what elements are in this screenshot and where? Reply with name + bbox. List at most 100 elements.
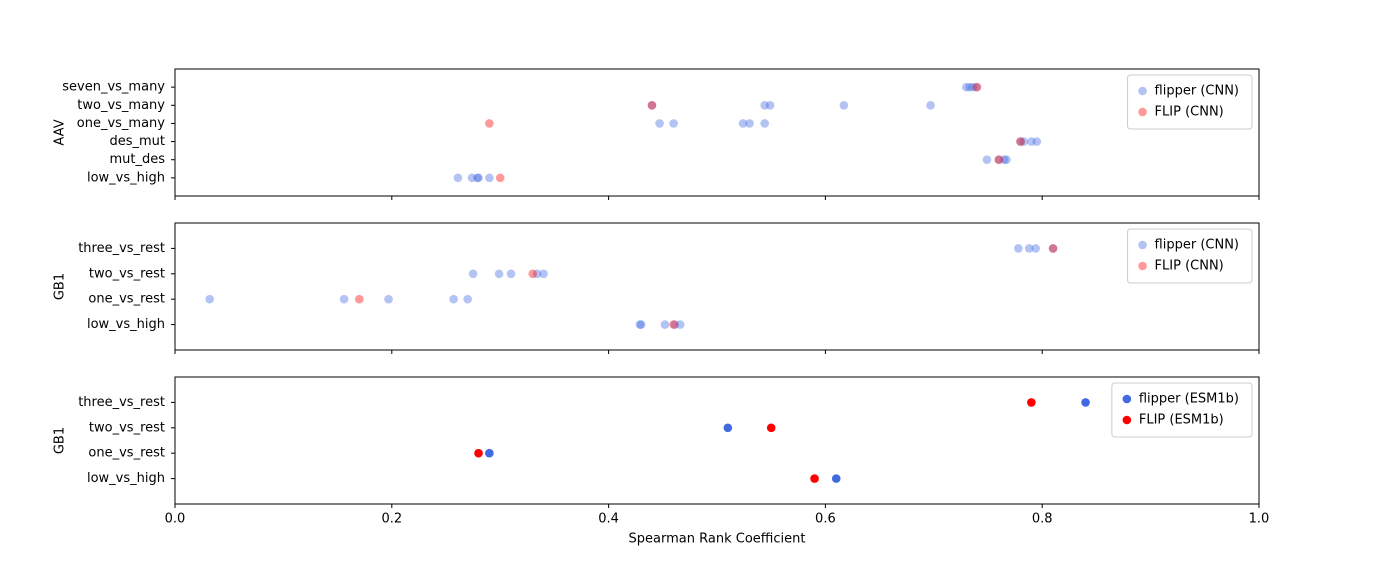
- point: [495, 173, 505, 183]
- x-tick-label: 0.4: [598, 512, 619, 527]
- point: [971, 82, 981, 92]
- point: [453, 173, 463, 183]
- point: [962, 82, 971, 92]
- y-tick-label: low_vs_high: [87, 317, 165, 332]
- point: [205, 294, 214, 304]
- point: [474, 448, 483, 458]
- y-tick-label: mut_des: [109, 152, 165, 167]
- x-tick-label: 0.0: [165, 512, 186, 527]
- point: [494, 269, 504, 279]
- point: [660, 320, 670, 329]
- point: [810, 474, 819, 483]
- point: [999, 155, 1009, 165]
- legend-marker: [1122, 415, 1132, 425]
- point: [485, 119, 494, 128]
- point: [1019, 137, 1029, 146]
- legend-label: FLIP (CNN): [1155, 105, 1224, 120]
- legend-box: [1127, 74, 1253, 130]
- point: [831, 474, 841, 483]
- legend-marker: [1138, 261, 1147, 271]
- legend-label: FLIP (ESM1b): [1139, 413, 1224, 428]
- y-axis-label: GB1: [53, 427, 68, 454]
- legend: flipper (ESM1b) FLIP (ESM1b): [1111, 382, 1253, 438]
- point: [926, 100, 935, 110]
- point: [532, 269, 542, 279]
- point: [745, 119, 754, 128]
- y-tick-label: one_vs_rest: [88, 446, 165, 461]
- x-axis-label: Spearman Rank Coefficient: [629, 532, 806, 547]
- point: [1048, 244, 1058, 253]
- point: [1032, 137, 1042, 146]
- y-tick-label: three_vs_rest: [78, 241, 165, 256]
- point: [647, 100, 657, 110]
- point: [339, 294, 349, 304]
- y-tick-label: low_vs_high: [87, 170, 165, 185]
- legend-box: [1111, 382, 1253, 438]
- point: [384, 294, 393, 304]
- legend: flipper (CNN) FLIP (CNN): [1127, 74, 1253, 130]
- point: [1002, 155, 1011, 165]
- y-tick-label: one_vs_rest: [88, 292, 165, 307]
- legend: flipper (CNN) FLIP (CNN): [1127, 228, 1253, 284]
- legend-marker: [1138, 240, 1147, 250]
- legend-label: flipper (CNN): [1155, 238, 1239, 253]
- point: [1014, 244, 1023, 253]
- legend-marker: [1122, 394, 1132, 404]
- point: [972, 82, 982, 92]
- point: [485, 173, 494, 183]
- point: [1031, 244, 1040, 253]
- point: [474, 173, 483, 183]
- x-tick-label: 0.6: [815, 512, 836, 527]
- point: [1016, 137, 1025, 146]
- point: [738, 119, 748, 128]
- point: [528, 269, 538, 279]
- point: [485, 448, 494, 458]
- point: [669, 119, 678, 128]
- point: [765, 100, 775, 110]
- point: [669, 320, 678, 329]
- point: [449, 294, 458, 304]
- point: [994, 155, 1004, 165]
- point: [766, 423, 776, 433]
- x-tick-label: 1.0: [1249, 512, 1270, 527]
- point: [1016, 137, 1025, 146]
- y-tick-label: two_vs_rest: [89, 420, 165, 435]
- legend-label: flipper (CNN): [1155, 84, 1239, 99]
- point: [539, 269, 548, 279]
- point: [675, 320, 685, 329]
- y-tick-label: two_vs_many: [77, 98, 165, 113]
- y-tick-label: des_mut: [109, 134, 165, 149]
- legend-marker: [1138, 86, 1147, 96]
- y-tick-label: low_vs_high: [87, 471, 165, 486]
- x-tick-label: 0.2: [381, 512, 402, 527]
- point: [670, 320, 680, 329]
- y-tick-label: seven_vs_many: [62, 80, 165, 95]
- y-tick-label: three_vs_rest: [78, 395, 165, 410]
- point: [506, 269, 516, 279]
- y-axis-label: AAV: [53, 119, 68, 145]
- point: [647, 100, 657, 110]
- point: [760, 119, 769, 128]
- point: [968, 82, 978, 92]
- point: [1027, 398, 1036, 407]
- legend-box: [1127, 228, 1253, 284]
- point: [723, 423, 733, 433]
- point: [655, 119, 664, 128]
- point: [839, 100, 849, 110]
- axes-frame: [174, 68, 1260, 197]
- legend-label: flipper (ESM1b): [1139, 392, 1239, 407]
- y-tick-label: two_vs_rest: [89, 266, 165, 281]
- point: [636, 320, 646, 329]
- y-tick-label: one_vs_many: [77, 116, 166, 131]
- point: [468, 269, 478, 279]
- point: [467, 173, 477, 183]
- point: [354, 294, 364, 304]
- point: [760, 100, 769, 110]
- axes-frame: [174, 222, 1260, 351]
- legend-marker: [1138, 107, 1147, 117]
- point: [1081, 398, 1090, 407]
- point: [473, 173, 482, 183]
- axes-frame: [174, 376, 1260, 505]
- legend-label: FLIP (CNN): [1155, 259, 1224, 274]
